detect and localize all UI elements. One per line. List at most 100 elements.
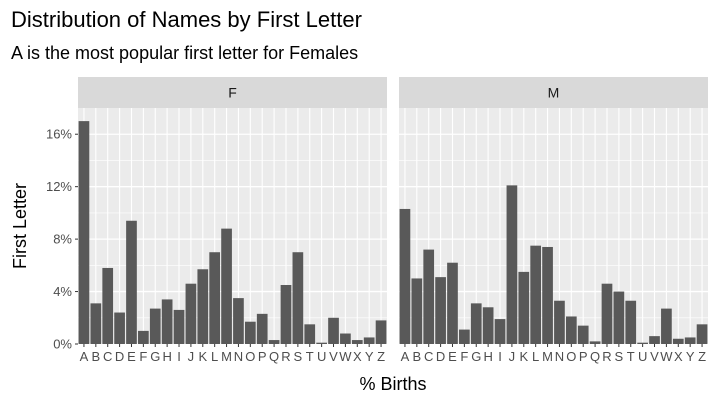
- bar-m-j: [506, 185, 518, 344]
- bar-f-d: [114, 312, 125, 344]
- bar-m-m: [542, 246, 553, 344]
- bar-m-o: [565, 316, 577, 344]
- bar-m-e: [447, 262, 458, 344]
- bar-f-w: [340, 333, 351, 344]
- x-tick-label: N: [555, 349, 564, 364]
- x-tick-label: L: [532, 349, 539, 364]
- x-tick-label: C: [424, 349, 433, 364]
- x-tick-label: V: [650, 349, 659, 364]
- x-tick-label: R: [281, 349, 290, 364]
- bar-f-e: [126, 220, 137, 344]
- bar-m-v: [649, 336, 660, 344]
- x-axis-title: % Births: [359, 374, 426, 394]
- y-tick-label: 8%: [53, 232, 72, 247]
- bar-m-p: [577, 325, 589, 344]
- x-tick-label: J: [188, 349, 195, 364]
- x-tick-label: E: [448, 349, 457, 364]
- facet-strip: [78, 77, 387, 108]
- y-axis-title: First Letter: [10, 183, 30, 269]
- bar-m-g: [470, 303, 482, 344]
- bar-f-z: [375, 320, 387, 344]
- bar-f-i: [173, 309, 185, 344]
- bar-f-j: [185, 283, 197, 344]
- bar-m-y: [684, 337, 696, 344]
- x-tick-label: O: [566, 349, 576, 364]
- bar-m-f: [459, 329, 470, 344]
- bar-m-n: [554, 300, 565, 344]
- chart-subtitle: A is the most popular first letter for F…: [11, 43, 359, 63]
- x-tick-label: W: [660, 349, 673, 364]
- bar-m-i: [494, 319, 506, 344]
- bar-m-x: [672, 338, 684, 344]
- x-tick-label: M: [542, 349, 553, 364]
- bar-f-m: [221, 228, 232, 344]
- x-tick-label: N: [234, 349, 243, 364]
- x-tick-label: S: [294, 349, 303, 364]
- x-tick-label: B: [91, 349, 100, 364]
- bar-m-a: [399, 208, 411, 344]
- bar-m-d: [435, 277, 446, 344]
- x-tick-label: V: [329, 349, 338, 364]
- bar-m-b: [411, 278, 423, 344]
- x-tick-label: Q: [590, 349, 600, 364]
- y-tick-label: 0%: [53, 337, 72, 352]
- bar-f-r: [280, 285, 292, 344]
- x-tick-label: D: [436, 349, 445, 364]
- x-tick-label: I: [498, 349, 502, 364]
- y-tick-label: 16%: [46, 127, 72, 142]
- chart-title: Distribution of Names by First Letter: [11, 7, 362, 32]
- bar-f-v: [328, 317, 339, 344]
- y-tick-label: 4%: [53, 284, 72, 299]
- x-tick-label: J: [509, 349, 516, 364]
- x-tick-label: Q: [269, 349, 279, 364]
- x-tick-label: K: [519, 349, 528, 364]
- x-tick-label: Z: [377, 349, 385, 364]
- bar-f-k: [197, 269, 209, 344]
- x-tick-label: K: [198, 349, 207, 364]
- bar-m-u: [637, 342, 648, 344]
- facet-panel-f: FA B C D E F G H I J K L M N O P Q R S T U V W X Y Z: [78, 77, 387, 364]
- bar-m-k: [518, 271, 530, 344]
- x-tick-label: C: [103, 349, 112, 364]
- bar-m-s: [613, 291, 625, 344]
- x-tick-label: Z: [698, 349, 706, 364]
- bar-m-h: [482, 307, 494, 344]
- bar-m-z: [696, 324, 708, 344]
- bar-f-q: [268, 340, 280, 344]
- x-tick-label: X: [674, 349, 683, 364]
- bar-f-b: [90, 303, 102, 344]
- bar-f-g: [149, 308, 161, 344]
- bar-f-u: [316, 342, 327, 344]
- bar-f-a: [78, 121, 90, 344]
- x-tick-label: F: [460, 349, 468, 364]
- x-tick-label: R: [602, 349, 611, 364]
- bar-f-l: [209, 252, 221, 344]
- x-tick-label: Y: [686, 349, 695, 364]
- bar-f-o: [244, 321, 256, 344]
- x-tick-label: W: [339, 349, 352, 364]
- x-tick-label: O: [245, 349, 255, 364]
- bar-f-f: [138, 330, 149, 344]
- x-tick-label: P: [258, 349, 267, 364]
- x-tick-label: T: [306, 349, 314, 364]
- bar-m-q: [589, 341, 601, 344]
- bar-f-n: [233, 298, 244, 344]
- x-tick-label: I: [177, 349, 181, 364]
- bar-m-c: [423, 249, 435, 344]
- facet-strip: [399, 77, 708, 108]
- x-tick-label: U: [317, 349, 326, 364]
- x-tick-label: U: [638, 349, 647, 364]
- bar-f-p: [256, 313, 268, 344]
- x-tick-label: S: [615, 349, 624, 364]
- bar-f-h: [161, 299, 173, 344]
- x-tick-label: H: [483, 349, 492, 364]
- panel-background: [78, 108, 387, 344]
- x-tick-label: D: [115, 349, 124, 364]
- bar-f-y: [363, 337, 375, 344]
- bar-m-r: [601, 283, 613, 344]
- bar-f-c: [102, 267, 114, 344]
- x-tick-label: A: [401, 349, 410, 364]
- facet-panel-m: MA B C D E F G H I J K L M N O P Q R S T U V W X Y Z: [399, 77, 708, 364]
- x-tick-label: M: [221, 349, 232, 364]
